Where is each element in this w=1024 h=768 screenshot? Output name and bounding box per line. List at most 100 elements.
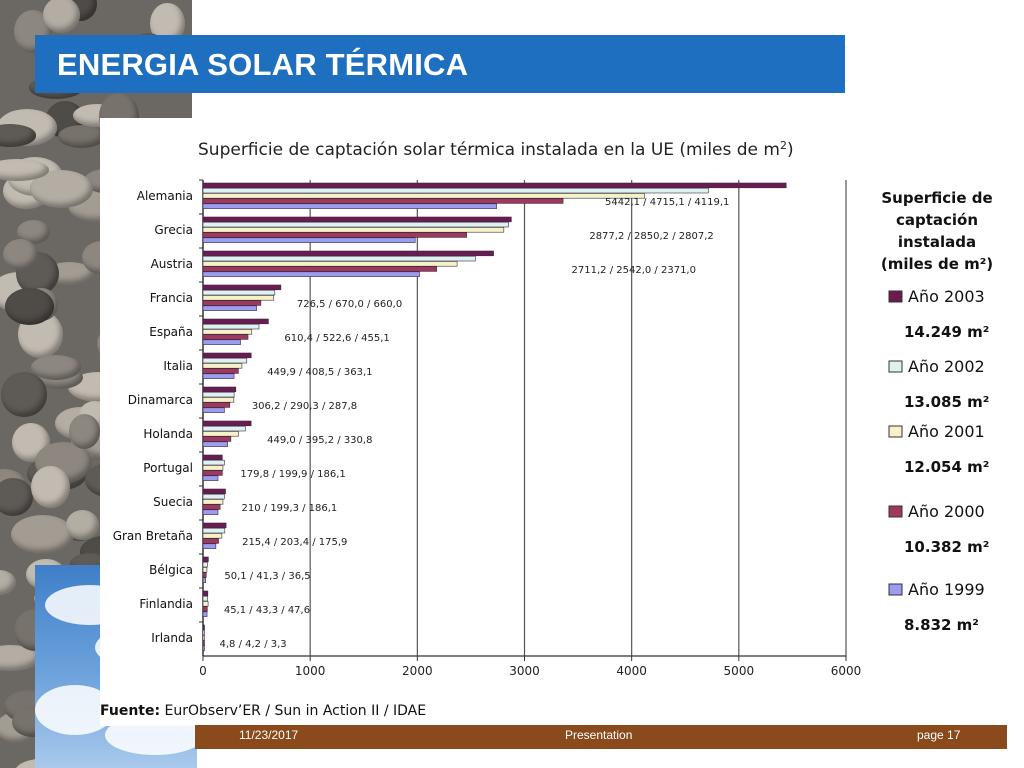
bar-año-2003 <box>202 590 209 597</box>
category-label: Grecia <box>154 223 193 237</box>
legend-swatch <box>888 425 903 438</box>
legend-entry: Año 2003 <box>908 287 985 306</box>
x-tick-label: 5000 <box>724 664 755 678</box>
bar-año-2001 <box>202 567 208 573</box>
legend-total: 12.054 m² <box>904 458 989 476</box>
pebble <box>66 509 100 540</box>
category-label: Italia <box>163 359 193 373</box>
pebble <box>2 239 38 270</box>
data-label: 2877,2 / 2850,2 / 2807,2 <box>589 231 713 242</box>
data-label: 50,1 / 41,3 / 36,5 <box>224 571 310 582</box>
footer-page-number: page 17 <box>917 728 961 742</box>
legend-title: (miles de m²) <box>881 255 993 273</box>
bar-año-2000 <box>202 266 437 272</box>
data-label: 610,4 / 522,6 / 455,1 <box>284 333 389 344</box>
chart-panel: Superficie de captación solar térmica in… <box>100 118 1007 726</box>
title-bar: ENERGIA SOLAR TÉRMICA <box>35 35 845 93</box>
chart-title-text: Superficie de captación solar térmica in… <box>198 140 780 160</box>
bar-año-1999 <box>202 407 225 413</box>
legend-swatch <box>888 583 903 596</box>
bar-año-2000 <box>202 470 223 476</box>
bar-año-2001 <box>202 329 253 335</box>
category-label: Francia <box>150 291 193 305</box>
category-label: Alemania <box>137 189 193 203</box>
bar-año-2001 <box>202 635 205 641</box>
bar-año-2001 <box>202 193 645 199</box>
chart-title: Superficie de captación solar térmica in… <box>198 139 794 161</box>
bar-año-2003 <box>202 454 223 461</box>
footer-date: 11/23/2017 <box>239 728 299 742</box>
data-label: 5442,1 / 4715,1 / 4119,1 <box>605 197 729 208</box>
pebble <box>31 466 70 509</box>
bar-año-2003 <box>202 522 227 529</box>
bar-año-2003 <box>202 624 205 631</box>
legend-swatch <box>888 360 903 373</box>
pebble <box>57 125 106 149</box>
bar-año-2001 <box>202 295 275 301</box>
legend-title: captación <box>896 211 978 229</box>
legend-entry: Año 2001 <box>908 422 985 441</box>
bar-año-2003 <box>202 352 252 359</box>
legend-entry: Año 2002 <box>908 357 985 376</box>
bar-año-1999 <box>202 645 205 651</box>
legend-title: instalada <box>898 233 976 251</box>
bar-año-2003 <box>202 488 226 495</box>
bar-año-2003 <box>202 420 252 427</box>
chart-title-end: ) <box>787 140 794 160</box>
bar-año-2003 <box>202 318 269 325</box>
bar-año-1999 <box>202 305 257 311</box>
slide-title: ENERGIA SOLAR TÉRMICA <box>57 47 469 82</box>
bar-año-2002 <box>202 391 235 398</box>
bar-año-2001 <box>202 261 458 267</box>
legend-entry: Año 2000 <box>908 502 985 521</box>
bar-año-2002 <box>202 255 476 262</box>
solar-thermal-bar-chart: Superficie de captación solar térmica in… <box>113 139 993 679</box>
x-tick-label: 2000 <box>402 664 433 678</box>
category-label: Suecia <box>153 495 193 509</box>
bar-año-2002 <box>202 629 205 636</box>
bar-año-1999 <box>202 339 241 345</box>
bar-año-2000 <box>202 300 262 306</box>
bar-año-2000 <box>202 402 231 408</box>
category-label: Gran Bretaña <box>113 529 193 543</box>
bar-año-2003 <box>202 386 237 393</box>
bar-año-1999 <box>202 543 217 549</box>
bar-año-2002 <box>202 527 226 534</box>
category-label: Finlandia <box>139 597 193 611</box>
bar-año-1999 <box>202 373 235 379</box>
category-label: Irlanda <box>151 631 193 645</box>
data-label: 210 / 199,3 / 186,1 <box>242 503 338 514</box>
bar-año-2003 <box>202 250 494 257</box>
data-label: 449,9 / 408,5 / 363,1 <box>267 367 372 378</box>
bar-año-1999 <box>202 577 206 583</box>
bar-año-2003 <box>202 284 282 291</box>
bar-año-2002 <box>202 323 260 330</box>
bar-año-2000 <box>202 606 208 612</box>
bar-año-2002 <box>202 595 208 602</box>
pebble <box>0 124 36 147</box>
footer-presentation: Presentation <box>565 728 633 742</box>
bar-año-1999 <box>202 203 497 209</box>
pebble <box>17 220 51 244</box>
data-label: 449,0 / 395,2 / 330,8 <box>267 435 372 446</box>
data-label: 2711,2 / 2542,0 / 2371,0 <box>572 265 696 276</box>
category-label: Bélgica <box>149 563 193 577</box>
bar-año-1999 <box>202 271 420 277</box>
pebble <box>1 372 48 417</box>
bar-año-2000 <box>202 538 219 544</box>
bar-año-1999 <box>202 441 228 447</box>
bar-año-2000 <box>202 504 221 510</box>
legend-total: 13.085 m² <box>904 393 989 411</box>
bar-año-2001 <box>202 227 505 233</box>
bar-año-2000 <box>202 640 205 646</box>
bar-año-1999 <box>202 509 219 515</box>
bar-año-2001 <box>202 431 239 437</box>
bar-año-2001 <box>202 465 224 471</box>
bar-año-2002 <box>202 561 208 568</box>
bar-año-2002 <box>202 221 509 228</box>
bar-año-2000 <box>202 572 207 578</box>
data-label: 215,4 / 203,4 / 175,9 <box>242 537 347 548</box>
bar-año-1999 <box>202 611 208 617</box>
bar-año-2002 <box>202 187 709 194</box>
chart-title-superscript: 2 <box>780 139 787 152</box>
